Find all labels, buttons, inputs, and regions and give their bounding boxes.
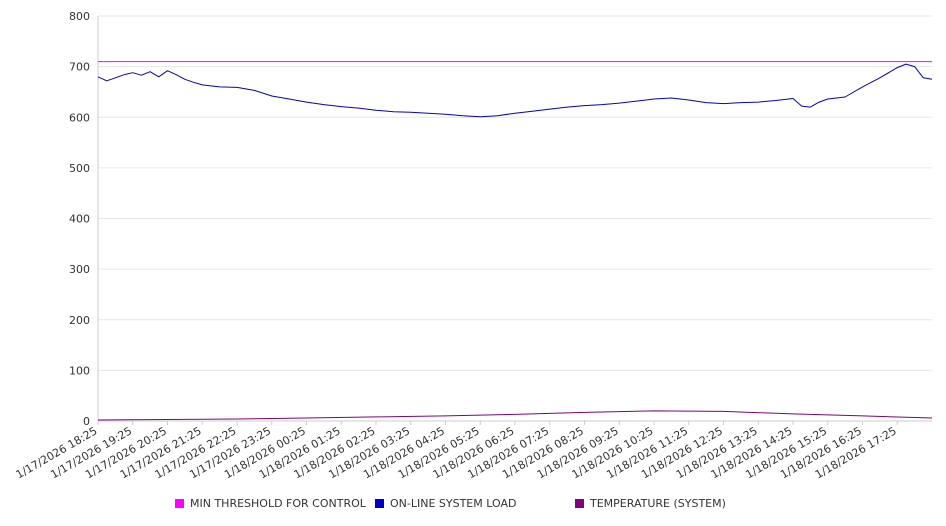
x-axis-tick-labels: 1/17/2026 18:251/17/2026 19:251/17/2026 … [14,424,899,481]
y-tick-label: 500 [69,162,90,175]
y-axis-tick-labels: 0 100 200 300 400 500 600 700 800 [69,10,90,428]
legend-swatch-system-load [375,499,384,508]
legend-swatch-min-threshold [175,499,184,508]
y-tick-label: 0 [83,415,90,428]
grid-lines [98,15,932,371]
y-tick-label: 200 [69,314,90,327]
y-tick-label: 600 [69,111,90,124]
y-tick-label: 100 [69,364,90,377]
series-line-on-line-system-load [97,63,933,118]
y-tick-label: 400 [69,213,90,226]
legend-item-min-threshold[interactable]: MIN THRESHOLD FOR CONTROL [175,497,366,510]
legend-label-temperature: TEMPERATURE (SYSTEM) [590,497,726,510]
legend-label-min-threshold: MIN THRESHOLD FOR CONTROL [190,497,366,510]
series-lines [97,61,933,421]
axes [97,16,932,425]
legend-swatch-temperature [575,499,584,508]
y-tick-label: 700 [69,61,90,74]
y-tick-label: 800 [69,10,90,23]
legend-item-system-load[interactable]: ON-LINE SYSTEM LOAD [375,497,516,510]
legend-label-system-load: ON-LINE SYSTEM LOAD [390,497,517,510]
y-tick-label: 300 [69,263,90,276]
legend-item-temperature[interactable]: TEMPERATURE (SYSTEM) [575,497,726,510]
legend: MIN THRESHOLD FOR CONTROL ON-LINE SYSTEM… [0,497,946,515]
series-line-temperature-system [97,410,933,421]
